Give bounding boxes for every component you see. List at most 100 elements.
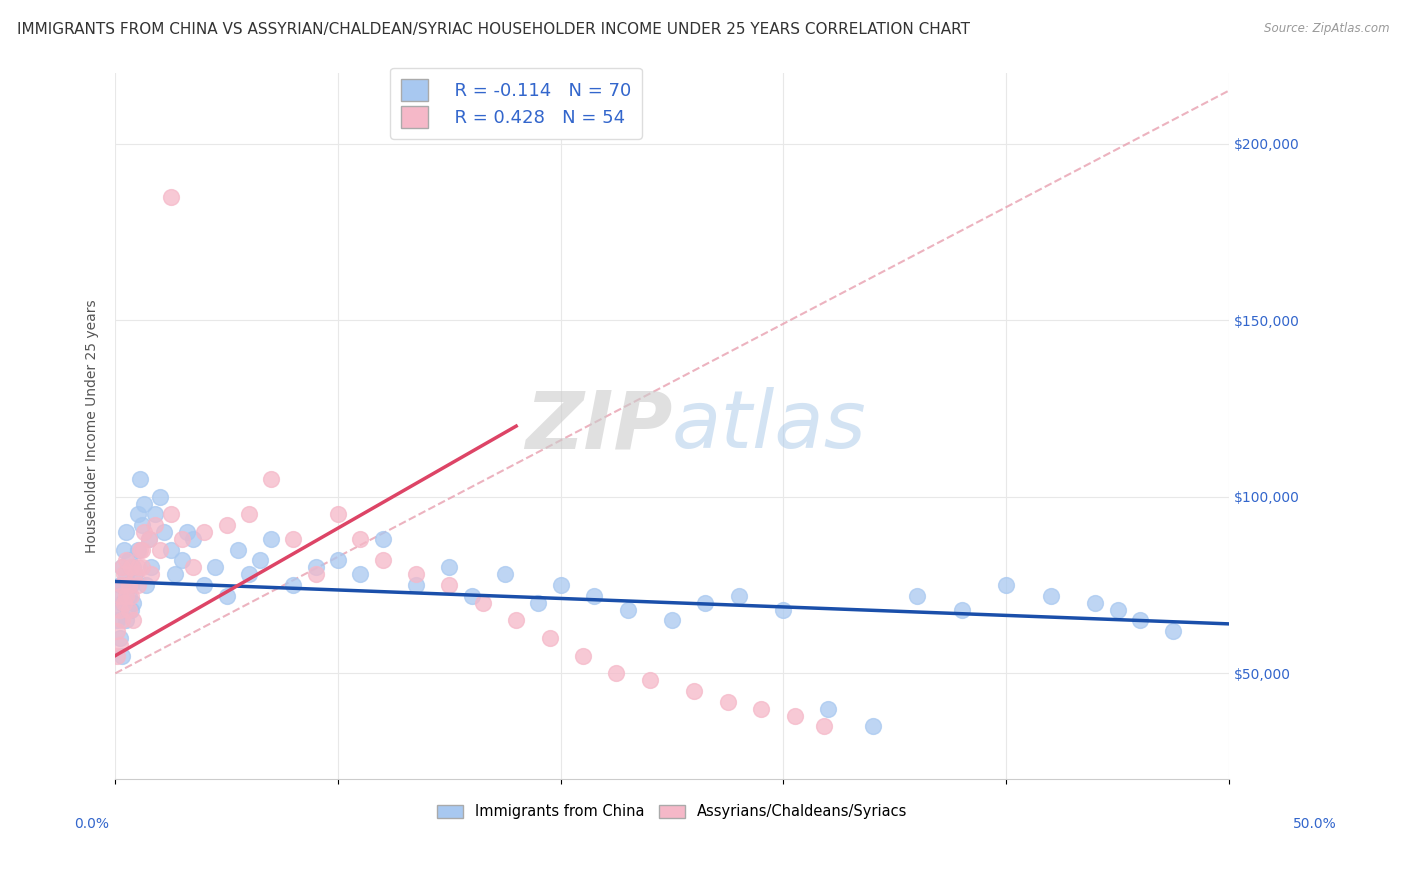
- Point: [117, 553, 139, 567]
- Point: [204, 560, 226, 574]
- Point: [193, 578, 215, 592]
- Point: [115, 567, 138, 582]
- Point: [683, 684, 706, 698]
- Point: [139, 567, 162, 582]
- Point: [238, 567, 260, 582]
- Point: [111, 596, 134, 610]
- Point: [112, 567, 135, 582]
- Point: [471, 596, 494, 610]
- Point: [131, 518, 153, 533]
- Point: [108, 603, 131, 617]
- Point: [107, 624, 129, 638]
- Point: [112, 596, 135, 610]
- Point: [107, 613, 129, 627]
- Point: [120, 578, 142, 592]
- Point: [215, 589, 238, 603]
- Point: [439, 560, 461, 574]
- Point: [128, 542, 150, 557]
- Point: [111, 613, 134, 627]
- Point: [661, 613, 683, 627]
- Point: [117, 589, 139, 603]
- Point: [238, 508, 260, 522]
- Point: [149, 542, 172, 557]
- Point: [772, 603, 794, 617]
- Point: [143, 518, 166, 533]
- Text: Source: ZipAtlas.com: Source: ZipAtlas.com: [1264, 22, 1389, 36]
- Point: [405, 567, 427, 582]
- Point: [160, 189, 183, 203]
- Legend: Immigrants from China, Assyrians/Chaldeans/Syriacs: Immigrants from China, Assyrians/Chaldea…: [432, 798, 912, 825]
- Point: [583, 589, 606, 603]
- Point: [728, 589, 751, 603]
- Point: [139, 560, 162, 574]
- Point: [260, 532, 283, 546]
- Point: [131, 542, 153, 557]
- Point: [108, 603, 131, 617]
- Point: [1129, 613, 1152, 627]
- Point: [950, 603, 973, 617]
- Point: [111, 578, 134, 592]
- Point: [115, 589, 138, 603]
- Point: [117, 603, 139, 617]
- Point: [138, 532, 160, 546]
- Point: [1161, 624, 1184, 638]
- Point: [134, 497, 156, 511]
- Point: [128, 472, 150, 486]
- Point: [135, 578, 157, 592]
- Point: [283, 532, 305, 546]
- Point: [283, 578, 305, 592]
- Point: [115, 613, 138, 627]
- Point: [143, 508, 166, 522]
- Point: [817, 701, 839, 715]
- Point: [505, 613, 527, 627]
- Point: [494, 567, 516, 582]
- Text: atlas: atlas: [672, 387, 868, 465]
- Point: [783, 708, 806, 723]
- Point: [122, 613, 145, 627]
- Point: [115, 524, 138, 539]
- Point: [172, 532, 194, 546]
- Point: [1107, 603, 1129, 617]
- Point: [108, 631, 131, 645]
- Point: [616, 603, 638, 617]
- Point: [120, 560, 142, 574]
- Point: [305, 560, 328, 574]
- Point: [193, 524, 215, 539]
- Point: [120, 603, 142, 617]
- Point: [111, 648, 134, 663]
- Point: [131, 560, 153, 574]
- Point: [107, 589, 129, 603]
- Text: 0.0%: 0.0%: [75, 817, 108, 830]
- Point: [153, 524, 176, 539]
- Point: [439, 578, 461, 592]
- Point: [305, 567, 328, 582]
- Point: [138, 532, 160, 546]
- Point: [108, 638, 131, 652]
- Point: [813, 719, 835, 733]
- Point: [181, 560, 204, 574]
- Point: [862, 719, 884, 733]
- Point: [638, 673, 661, 688]
- Point: [349, 532, 371, 546]
- Point: [112, 578, 135, 592]
- Point: [1084, 596, 1107, 610]
- Point: [405, 578, 427, 592]
- Point: [1039, 589, 1062, 603]
- Point: [572, 648, 595, 663]
- Y-axis label: Householder Income Under 25 years: Householder Income Under 25 years: [86, 300, 100, 553]
- Point: [326, 553, 349, 567]
- Point: [695, 596, 717, 610]
- Point: [749, 701, 772, 715]
- Point: [249, 553, 271, 567]
- Point: [108, 589, 131, 603]
- Point: [149, 490, 172, 504]
- Point: [107, 648, 129, 663]
- Point: [127, 508, 149, 522]
- Point: [111, 560, 134, 574]
- Point: [120, 589, 142, 603]
- Point: [905, 589, 928, 603]
- Point: [122, 596, 145, 610]
- Point: [172, 553, 194, 567]
- Point: [181, 532, 204, 546]
- Point: [112, 542, 135, 557]
